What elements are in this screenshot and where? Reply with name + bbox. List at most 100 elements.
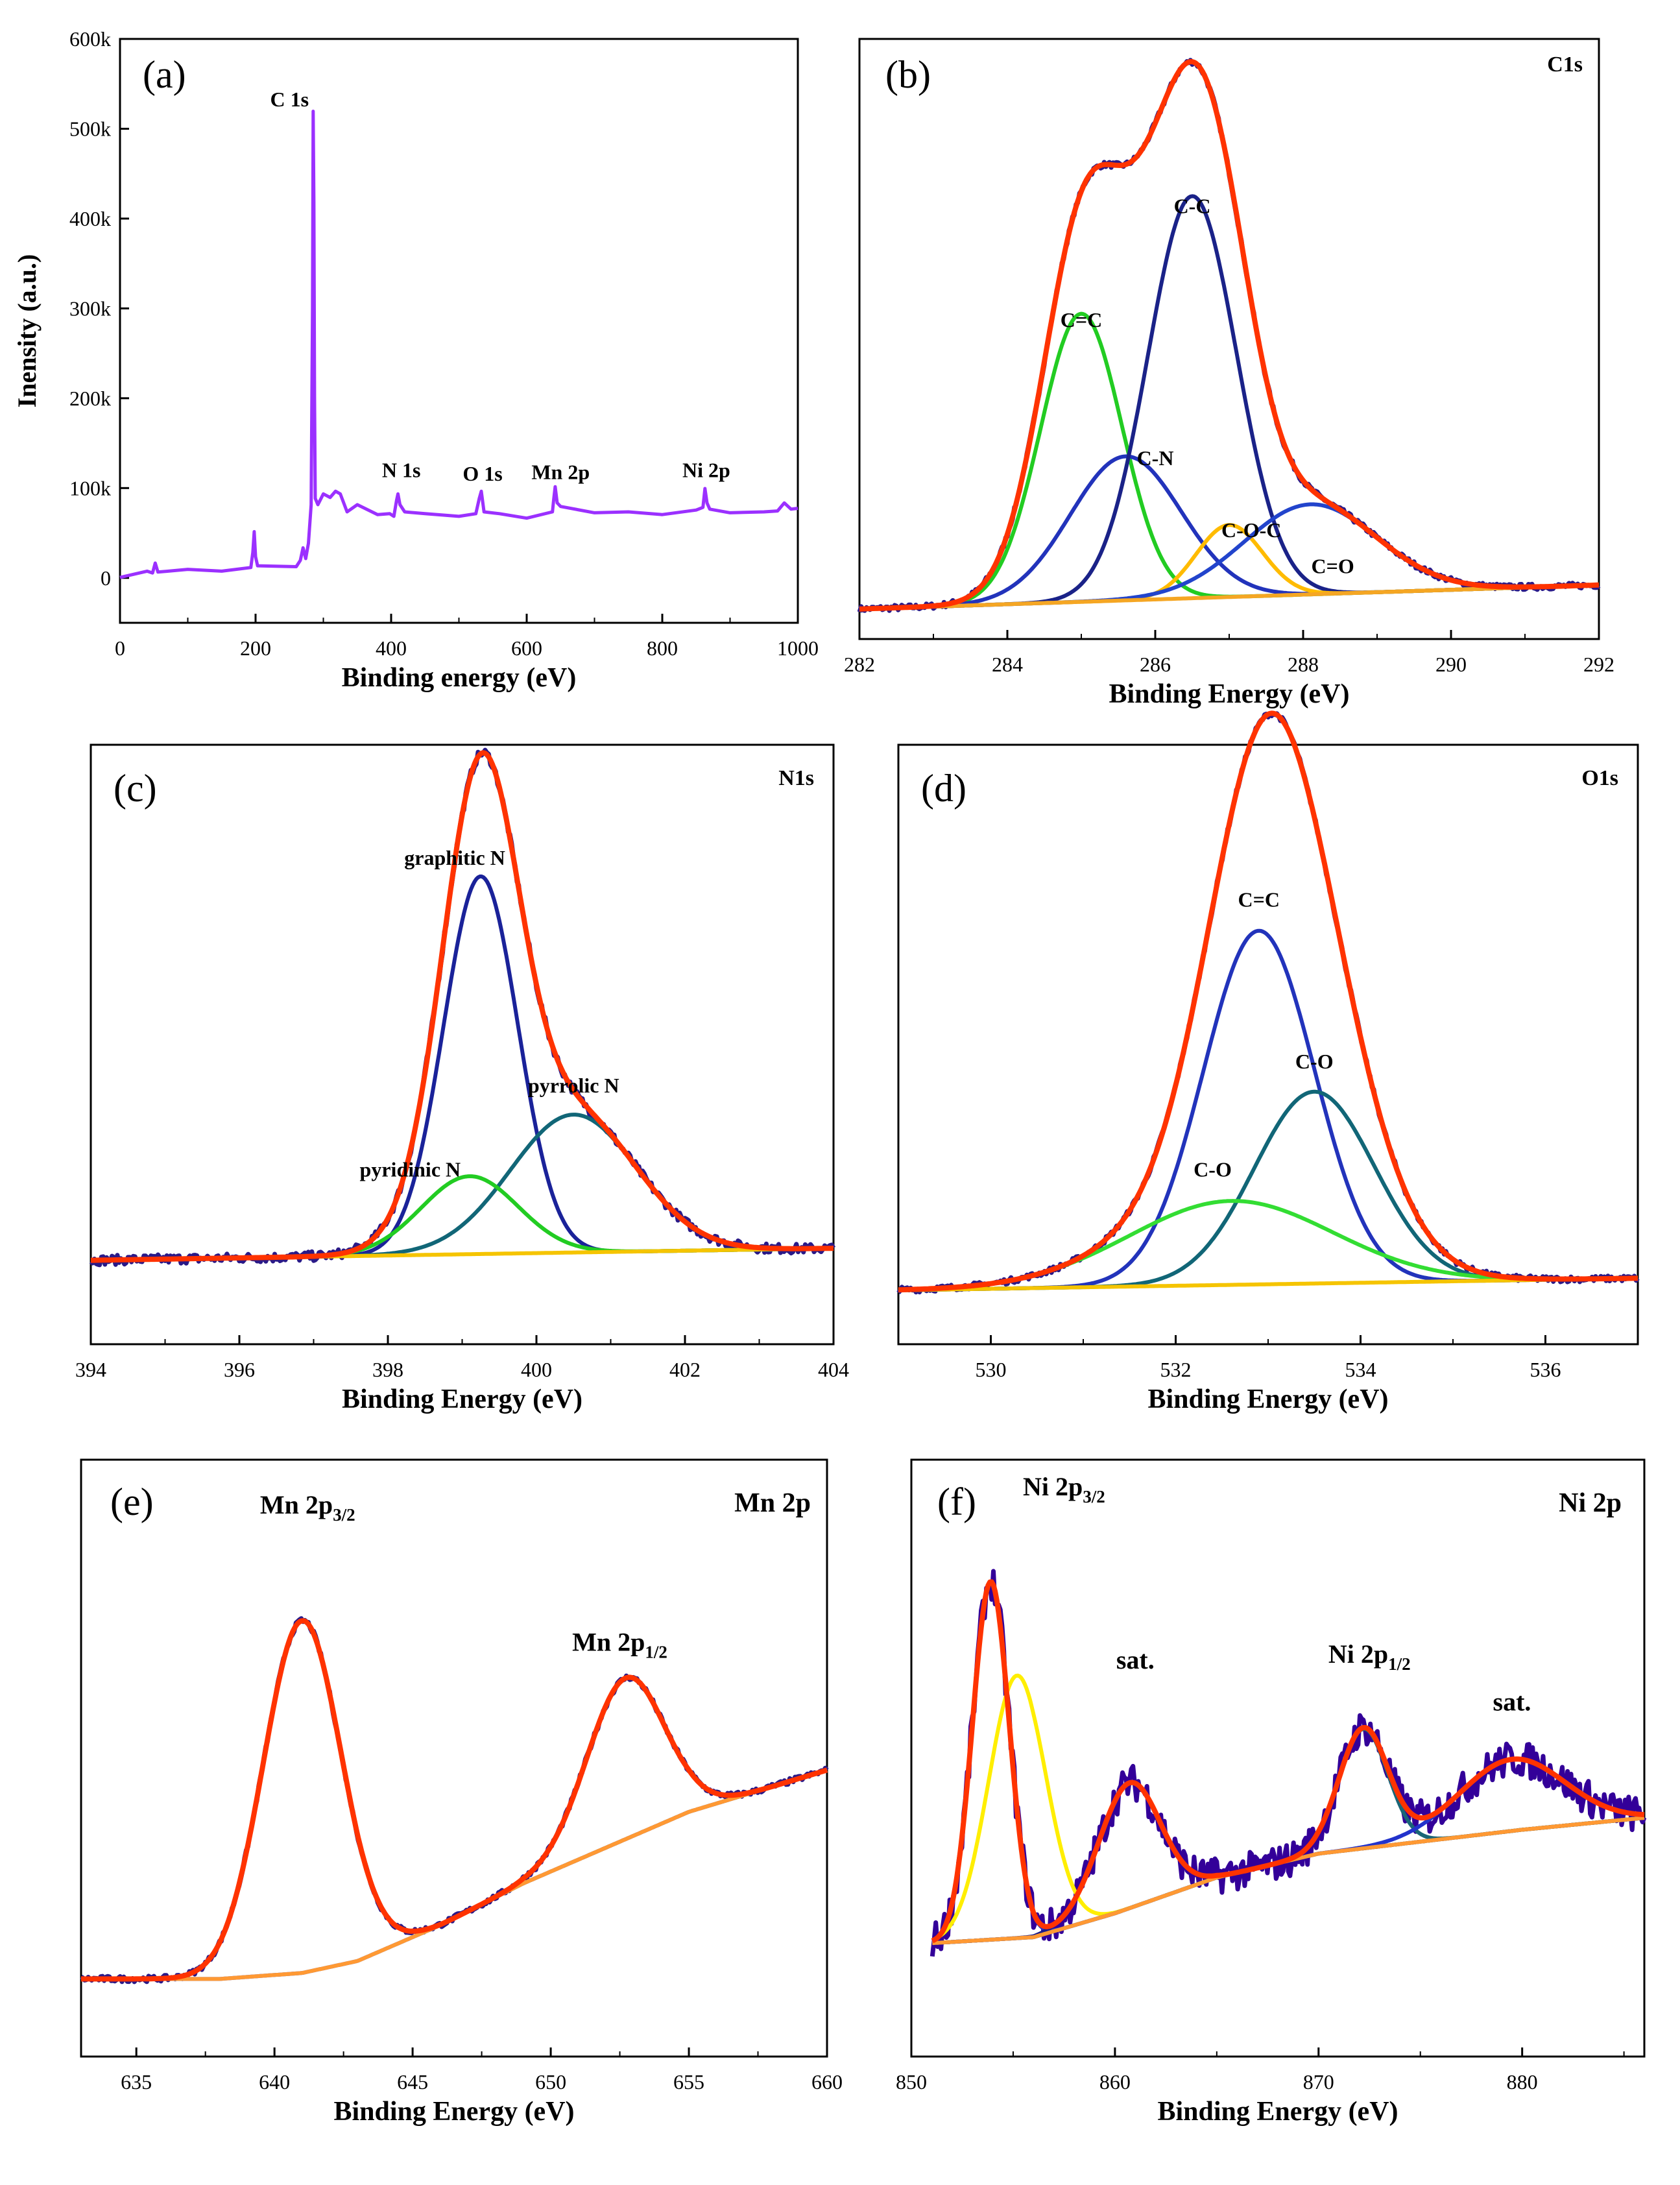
x-axis-label: Binding energy (eV) — [342, 663, 577, 693]
peak-label: C-C — [1174, 194, 1211, 217]
x-tick-label: 404 — [818, 1358, 849, 1381]
envelope-curve — [931, 1579, 1646, 1944]
panel-label: (f) — [937, 1480, 976, 1523]
peak-label: sat. — [1493, 1687, 1531, 1716]
panel-title: N1s — [778, 766, 814, 790]
x-tick-label: 1000 — [777, 636, 819, 660]
x-tick-label: 850 — [896, 2070, 927, 2094]
peak-label: Ni 2p3/2 — [1023, 1472, 1105, 1506]
panel-label: (d) — [921, 767, 966, 810]
x-tick-label: 0 — [115, 636, 125, 660]
peak-label: C-O — [1194, 1157, 1232, 1181]
x-tick-label: 655 — [673, 2070, 704, 2094]
peak-label: N 1s — [382, 459, 421, 482]
x-axis-label: Binding Energy (eV) — [1147, 1384, 1388, 1414]
panel-d: 530 532 534 536 Binding Energy (eV) (d) O1s C=C… — [896, 710, 1640, 1414]
peak-label: graphitic N — [404, 846, 505, 869]
peak-label: C=C — [1238, 887, 1280, 911]
x-tick-label: 645 — [397, 2070, 428, 2094]
panel-label: (a) — [143, 53, 186, 96]
survey-line — [119, 110, 798, 579]
x-tick-label: 660 — [811, 2070, 843, 2094]
x-tick-label: 200 — [240, 636, 271, 660]
x-tick-label: 800 — [647, 636, 678, 660]
x-tick-label: 292 — [1583, 653, 1614, 676]
peak-label: C=O — [1311, 554, 1354, 577]
plot-frame — [897, 743, 1639, 1346]
component-curve — [80, 1675, 828, 1981]
panel-label: (b) — [885, 53, 931, 96]
peak-label: Mn 2p3/2 — [260, 1490, 355, 1525]
x-axis-label: Binding Energy (eV) — [342, 1384, 582, 1414]
x-tick-label: 288 — [1288, 653, 1319, 676]
x-axis-label: Binding Energy (eV) — [1157, 2097, 1398, 2127]
panel-title: Ni 2p — [1559, 1488, 1622, 1518]
peak-label: Ni 2p — [682, 459, 730, 482]
peak-label: pyrrolic N — [528, 1074, 619, 1097]
panel-c: 394 396 398 400 402 404 Binding Energy (eV) (c)… — [75, 743, 849, 1414]
x-tick-label: 286 — [1140, 653, 1171, 676]
x-tick-label: 880 — [1507, 2070, 1538, 2094]
panel-f: 850 860 870 880 Binding Energy (eV) (f) Ni 2p N… — [896, 1458, 1647, 2127]
x-tick-label: 290 — [1435, 653, 1467, 676]
x-axis-label: Binding Energy (eV) — [333, 2097, 574, 2127]
peak-label: C-O — [1295, 1050, 1334, 1073]
component-curve — [931, 1673, 1645, 1942]
x-tick-label: 284 — [992, 653, 1023, 676]
panel-a: 0 200 400 600 800 1000 0 100k 200k 300k 400k 500k 60… — [12, 27, 819, 693]
baseline-curve — [81, 1768, 828, 1981]
y-tick-label: 400k — [69, 207, 111, 230]
envelope-curve — [80, 1618, 828, 1982]
component-curve — [90, 1174, 834, 1262]
x-tick-label: 530 — [976, 1358, 1007, 1381]
x-tick-label: 400 — [376, 636, 407, 660]
x-tick-label: 600 — [511, 636, 542, 660]
envelope-curve — [897, 710, 1639, 1293]
y-tick-label: 600k — [69, 27, 111, 51]
x-tick-label: 640 — [259, 2070, 290, 2094]
x-tick-label: 534 — [1345, 1358, 1376, 1381]
x-tick-label: 536 — [1530, 1358, 1561, 1381]
x-tick-label: 860 — [1099, 2070, 1131, 2094]
panel-title: C1s — [1547, 53, 1583, 77]
envelope-curve — [858, 59, 1600, 612]
peak-label: O 1s — [462, 462, 502, 485]
x-tick-label: 398 — [372, 1358, 403, 1381]
peak-label: C-O-C — [1221, 518, 1281, 542]
component-curve — [859, 311, 1600, 611]
y-tick-label: 300k — [69, 296, 111, 320]
x-tick-label: 394 — [75, 1358, 106, 1381]
component-curve — [859, 194, 1600, 611]
peak-label: Mn 2p — [531, 460, 590, 483]
x-tick-label: 532 — [1160, 1358, 1192, 1381]
component-curve — [90, 875, 834, 1262]
y-tick-label: 0 — [101, 566, 111, 590]
x-tick-label: 402 — [669, 1358, 701, 1381]
envelope-curve — [90, 750, 835, 1263]
x-tick-label: 282 — [844, 653, 875, 676]
y-axis-label: Inensity (a.u.) — [12, 254, 42, 408]
x-tick-label: 650 — [535, 2070, 566, 2094]
peak-label: pyridinic N — [360, 1157, 461, 1181]
panel-label: (c) — [114, 767, 157, 810]
peak-label: C=C — [1061, 308, 1102, 332]
x-axis-label: Binding Energy (eV) — [1109, 679, 1349, 709]
panel-title: Mn 2p — [734, 1488, 811, 1518]
component-curve — [898, 928, 1638, 1292]
panel-b: 282 284 286 288 290 292 Binding Energy (eV) (b)… — [844, 38, 1614, 709]
component-curve — [90, 1113, 834, 1262]
x-tick-label: 870 — [1303, 2070, 1334, 2094]
component-curve — [80, 1619, 828, 1981]
x-tick-label: 635 — [121, 2070, 152, 2094]
panel-title: O1s — [1581, 766, 1618, 790]
peak-label: C 1s — [270, 88, 309, 111]
component-curve — [898, 1089, 1638, 1292]
raw-data-line — [80, 1616, 829, 1985]
peak-label: Mn 2p1/2 — [572, 1627, 667, 1661]
peak-label: sat. — [1116, 1645, 1155, 1674]
peak-label: C-N — [1137, 446, 1174, 470]
x-tick-label: 396 — [224, 1358, 255, 1381]
plot-frame — [80, 1458, 828, 2058]
x-tick-label: 400 — [521, 1358, 552, 1381]
